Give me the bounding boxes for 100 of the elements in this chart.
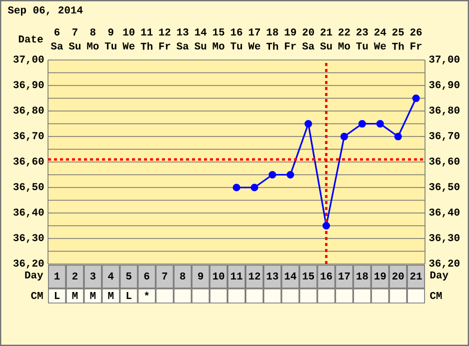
- text: Sa: [176, 42, 189, 50]
- text: We: [122, 42, 135, 50]
- chart-title: Sep 06, 2014: [8, 6, 83, 16]
- y2-tick-label: 36,50: [429, 183, 460, 192]
- text: 24: [374, 28, 386, 36]
- x-tick-label: 19: [374, 272, 386, 280]
- text: M: [90, 292, 96, 299]
- y-tick-label: 36,50: [13, 183, 44, 192]
- text: Su: [194, 42, 206, 50]
- text: 11: [141, 28, 153, 36]
- x-tick-label: 7: [162, 272, 168, 280]
- text: 14: [195, 28, 207, 36]
- text: Day: [430, 271, 448, 281]
- text: Th: [140, 42, 152, 50]
- x-tick-label: 8: [180, 272, 186, 280]
- text: Mo: [212, 42, 224, 50]
- text: M: [72, 292, 78, 299]
- x-tick-label: 13: [266, 272, 278, 280]
- x-tick-label: 2: [72, 272, 78, 280]
- text: Su: [320, 42, 332, 50]
- point: [340, 132, 348, 140]
- text: 16: [230, 28, 242, 36]
- point: [286, 170, 294, 179]
- x-axis-title: Day: [25, 271, 44, 281]
- text: *: [144, 292, 149, 296]
- text: Mo: [338, 42, 350, 50]
- text: Fr: [284, 42, 296, 50]
- y2-tick-label: 36,90: [429, 81, 460, 90]
- y-tick-label: 36,40: [13, 208, 44, 218]
- text: Mo: [87, 42, 99, 50]
- x-tick-label: 9: [198, 272, 204, 280]
- text: 26: [410, 28, 422, 36]
- text: 7: [72, 28, 78, 36]
- x-tick-label: 6: [144, 272, 150, 280]
- text: 13: [177, 28, 188, 36]
- x-tick-label: 1: [54, 272, 60, 280]
- text: 9: [108, 28, 114, 36]
- y-tick-label: 37,00: [13, 56, 44, 64]
- y-tick-label: 36,20: [13, 260, 44, 268]
- y-tick-label: 36,30: [13, 234, 44, 243]
- text: Date: [18, 35, 43, 43]
- x-tick-label: 21: [410, 272, 422, 280]
- text: 21: [320, 28, 332, 36]
- text: Su: [68, 42, 80, 50]
- x-tick-label: 17: [338, 272, 350, 280]
- y-tick-label: 36,60: [13, 158, 44, 166]
- text: Sa: [302, 42, 314, 50]
- point: [250, 184, 258, 192]
- y2-tick-label: 36,80: [429, 106, 460, 116]
- text: M: [108, 292, 114, 299]
- text: 6: [54, 28, 60, 36]
- x-tick-label: 5: [126, 272, 132, 280]
- text: L: [54, 292, 60, 299]
- point: [376, 120, 384, 128]
- text: 22: [338, 28, 350, 36]
- text: Tu: [104, 42, 116, 50]
- text: 17: [248, 28, 260, 36]
- point: [268, 170, 276, 179]
- y2-tick-label: 37,00: [429, 56, 460, 64]
- y2-tick-label: 36,60: [429, 158, 460, 166]
- point: [322, 222, 330, 230]
- text: Th: [266, 42, 278, 50]
- x-tick-label: 11: [230, 272, 242, 280]
- text: We: [248, 42, 260, 50]
- x-tick-label: 16: [320, 272, 332, 280]
- y2-tick-label: 36,40: [429, 208, 460, 218]
- text: 12: [159, 28, 170, 36]
- text: 10: [123, 28, 134, 36]
- x-tick-label: 12: [248, 272, 260, 280]
- point: [412, 94, 420, 102]
- x-tick-label: 14: [284, 272, 296, 280]
- text: L: [126, 292, 132, 299]
- text: 18: [266, 28, 278, 36]
- text: Tu: [356, 42, 368, 50]
- y-tick-label: 36,70: [13, 132, 44, 141]
- point: [232, 184, 240, 192]
- x-tick-label: 3: [90, 272, 96, 280]
- text: Tu: [230, 42, 242, 50]
- text: Fr: [159, 42, 170, 50]
- text: 19: [284, 28, 296, 36]
- x-tick-label: 18: [356, 272, 368, 280]
- x-tick-label: 4: [108, 272, 114, 280]
- text: 25: [392, 28, 404, 36]
- text: 8: [90, 28, 96, 36]
- y-tick-label: 36,90: [13, 81, 44, 90]
- y-tick-label: 36,80: [13, 106, 44, 116]
- text: 20: [302, 28, 314, 36]
- text: Th: [392, 42, 404, 50]
- y2-tick-label: 36,70: [429, 132, 460, 141]
- x-tick-label: 15: [302, 272, 314, 280]
- text: Sa: [50, 42, 63, 50]
- text: Fr: [410, 42, 422, 50]
- x-tick-label: 10: [212, 272, 224, 280]
- text: CM: [430, 292, 442, 300]
- text: 23: [356, 28, 368, 36]
- point: [304, 120, 312, 128]
- y2-tick-label: 36,20: [429, 260, 460, 268]
- point: [358, 120, 366, 128]
- x-tick-label: 20: [392, 272, 404, 280]
- text: We: [374, 42, 386, 50]
